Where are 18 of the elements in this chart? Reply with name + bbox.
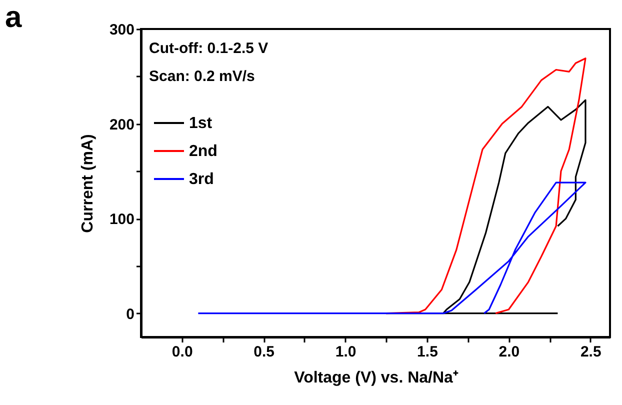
y-axis-title: Current (mA) [79,134,96,233]
x-tick-label: 2.0 [498,344,520,360]
x-tick-label: 1.0 [335,344,356,360]
y-tick-label: 100 [109,211,134,228]
y-tick-label: 300 [109,22,134,38]
x-tick-label: 2.5 [580,344,602,360]
annotation: Cut-off: 0.1-2.5 V [149,40,268,57]
legend-label: 2nd [189,143,218,160]
y-tick-label: 0 [126,306,134,323]
annotation: Scan: 0.2 mV/s [149,68,255,85]
x-tick-label: 0.5 [254,344,274,360]
x-axis-title: Voltage (V) vs. Na/Na⁺ [294,370,459,386]
y-tick-label: 200 [109,116,134,134]
legend-label: 1st [189,115,213,132]
x-tick-label: 1.5 [417,344,438,360]
legend-label: 3rd [189,171,214,188]
text: a [5,1,22,34]
x-tick-label: 0.0 [172,344,193,360]
